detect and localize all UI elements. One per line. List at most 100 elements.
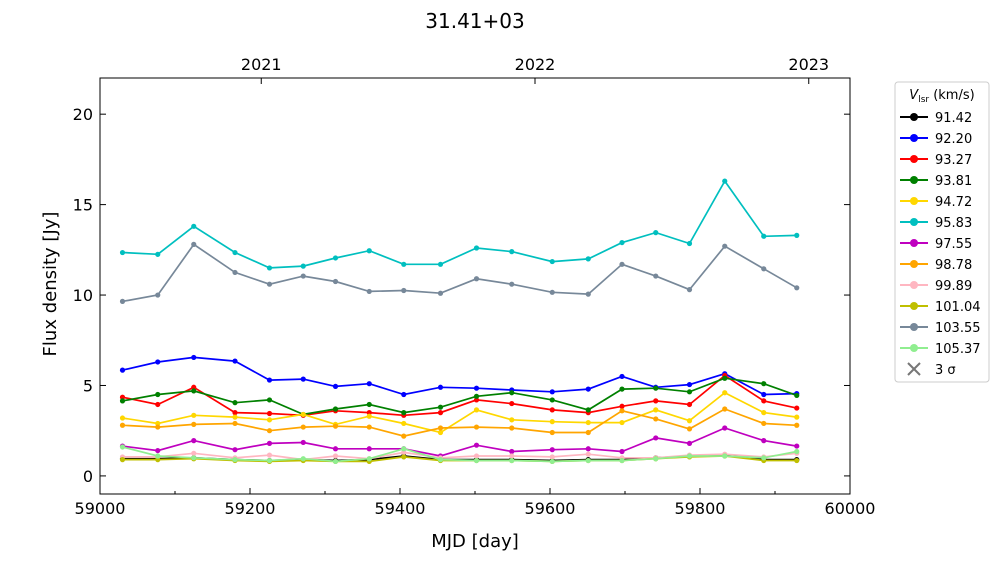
data-point <box>585 407 591 413</box>
data-point <box>437 261 444 267</box>
data-point <box>266 452 273 458</box>
data-point <box>401 261 407 267</box>
y-tick-label: 10 <box>73 286 93 305</box>
legend-label: 93.27 <box>935 153 972 168</box>
legend-label: 103.55 <box>935 321 981 336</box>
data-point <box>761 438 767 444</box>
legend-label: 94.72 <box>935 195 972 210</box>
data-point <box>794 285 800 291</box>
data-point <box>509 390 515 396</box>
data-point <box>155 391 161 398</box>
data-point <box>549 429 555 436</box>
data-point <box>266 417 273 423</box>
data-point <box>401 287 407 294</box>
data-point <box>473 457 480 464</box>
data-point <box>266 265 273 271</box>
data-point <box>509 400 515 407</box>
chart-title: 31.41+03 <box>425 9 524 33</box>
data-point <box>509 249 515 255</box>
data-point <box>619 239 625 246</box>
data-point <box>366 248 372 254</box>
data-point <box>761 233 767 239</box>
data-point <box>300 376 306 382</box>
data-point <box>437 425 444 431</box>
data-point <box>437 410 444 416</box>
data-point <box>119 367 126 373</box>
data-point <box>119 249 126 256</box>
data-point <box>155 401 161 408</box>
data-point <box>119 398 126 404</box>
data-point <box>722 453 728 459</box>
data-point <box>761 266 767 272</box>
data-point <box>155 447 161 454</box>
series-105.37 <box>119 444 800 465</box>
data-point <box>366 381 372 387</box>
data-point <box>401 449 407 455</box>
data-point <box>509 457 515 464</box>
legend-label: 98.78 <box>935 258 972 273</box>
data-point <box>473 407 480 413</box>
data-point <box>794 443 800 449</box>
data-point <box>549 419 555 425</box>
legend-title-v: V <box>909 88 919 103</box>
data-point <box>232 400 238 406</box>
legend-label: 97.55 <box>935 237 972 252</box>
data-point <box>686 240 693 247</box>
data-point <box>191 223 197 229</box>
data-point <box>761 381 767 387</box>
data-point <box>794 422 800 428</box>
data-point <box>332 446 339 452</box>
data-point <box>653 435 659 441</box>
data-point <box>549 407 555 413</box>
data-point <box>509 453 515 459</box>
top-tick-label: 2022 <box>515 55 556 74</box>
data-point <box>509 448 515 455</box>
legend-marker <box>910 344 918 352</box>
data-point <box>722 425 728 431</box>
legend-item: 97.55 <box>900 237 972 252</box>
data-point <box>300 263 306 269</box>
data-point <box>619 403 625 409</box>
data-point <box>155 453 161 459</box>
data-point <box>155 292 161 298</box>
data-point <box>266 457 273 464</box>
data-point <box>266 428 273 434</box>
data-point <box>549 397 555 403</box>
data-point <box>619 408 625 414</box>
legend-marker <box>910 323 918 331</box>
legend-marker <box>910 218 918 226</box>
data-point <box>332 406 339 412</box>
legend-item: 105.37 <box>900 342 981 357</box>
data-point <box>473 276 480 282</box>
legend-item-sigma: 3 σ <box>907 362 956 378</box>
data-point <box>232 358 238 364</box>
data-point <box>549 458 555 465</box>
data-point <box>549 454 555 460</box>
series-line <box>122 408 797 437</box>
data-point <box>332 458 339 465</box>
data-point <box>509 425 515 431</box>
data-point <box>761 398 767 404</box>
legend-item: 98.78 <box>900 258 972 273</box>
x-axis: 59000 59200 59400 59600 59800 60000 <box>75 488 875 518</box>
data-point <box>119 422 126 428</box>
data-point <box>585 419 591 426</box>
data-point <box>653 273 659 279</box>
legend-marker <box>910 260 918 268</box>
data-point <box>332 383 339 389</box>
data-point <box>686 440 693 446</box>
data-point <box>722 375 728 381</box>
series-line <box>122 391 797 434</box>
data-point <box>619 448 625 455</box>
data-point <box>761 391 767 398</box>
legend-title: Vlsr (km/s) <box>909 88 974 105</box>
data-point <box>686 381 693 388</box>
data-point <box>191 384 197 390</box>
data-point <box>266 397 273 403</box>
data-point <box>191 241 197 247</box>
data-point <box>585 451 591 457</box>
legend-marker <box>910 155 918 163</box>
data-point <box>686 287 693 293</box>
legend-label: 105.37 <box>935 342 981 357</box>
y-axis: 0 5 10 15 20 <box>73 105 850 486</box>
